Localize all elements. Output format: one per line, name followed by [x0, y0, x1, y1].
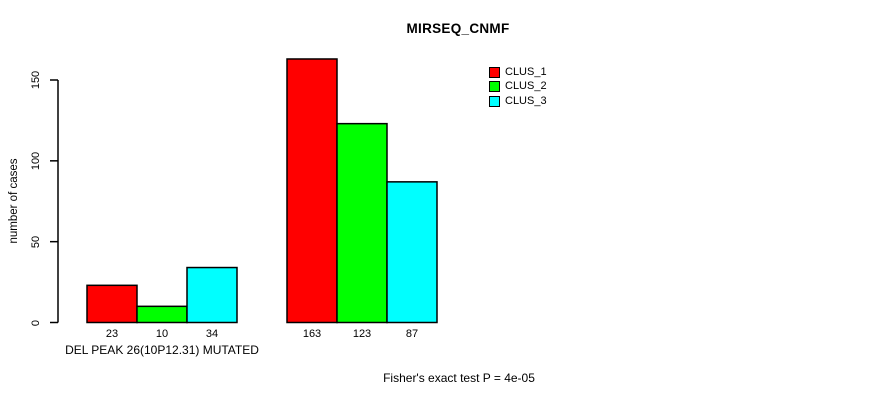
bar-clus_3 — [186, 266, 238, 324]
legend-swatch-icon — [489, 95, 500, 107]
legend-label: CLUS_2 — [505, 80, 547, 93]
legend-item-clus_1: CLUS_1 — [489, 65, 547, 80]
legend-swatch-icon — [489, 81, 500, 93]
bar-clus_1 — [86, 284, 138, 324]
y-axis-label: number of cases — [8, 158, 20, 244]
fisher-test-annotation: Fisher's exact test P = 4e-05 — [383, 371, 535, 385]
legend-item-clus_3: CLUS_3 — [489, 94, 547, 109]
bar-clus_1 — [286, 58, 338, 324]
bar-value-label: 87 — [405, 327, 419, 340]
bar-value-label: 163 — [302, 327, 322, 340]
legend-label: CLUS_3 — [505, 94, 547, 107]
legend-item-clus_2: CLUS_2 — [489, 80, 547, 95]
y-axis-tick-label: 100 — [30, 151, 42, 171]
bar-clus_2 — [336, 122, 388, 324]
bar-value-label: 34 — [205, 327, 219, 340]
y-axis-tick-label: 0 — [30, 319, 42, 326]
chart-title: MIRSEQ_CNMF — [406, 21, 510, 36]
legend: CLUS_1 CLUS_2 CLUS_3 — [489, 65, 547, 109]
bar-value-label: 123 — [352, 327, 372, 340]
legend-swatch-icon — [489, 66, 500, 78]
x-axis-group-label: DEL PEAK 26(10P12.31) MUTATED — [65, 343, 259, 357]
bar-value-label: 23 — [105, 327, 119, 340]
bar-clus_3 — [386, 181, 438, 324]
y-axis-tick-label: 50 — [30, 235, 42, 248]
bar-clus_2 — [136, 305, 188, 324]
legend-label: CLUS_1 — [505, 65, 547, 78]
bar-value-label: 10 — [155, 327, 169, 340]
y-axis-tick-label: 150 — [30, 70, 42, 90]
